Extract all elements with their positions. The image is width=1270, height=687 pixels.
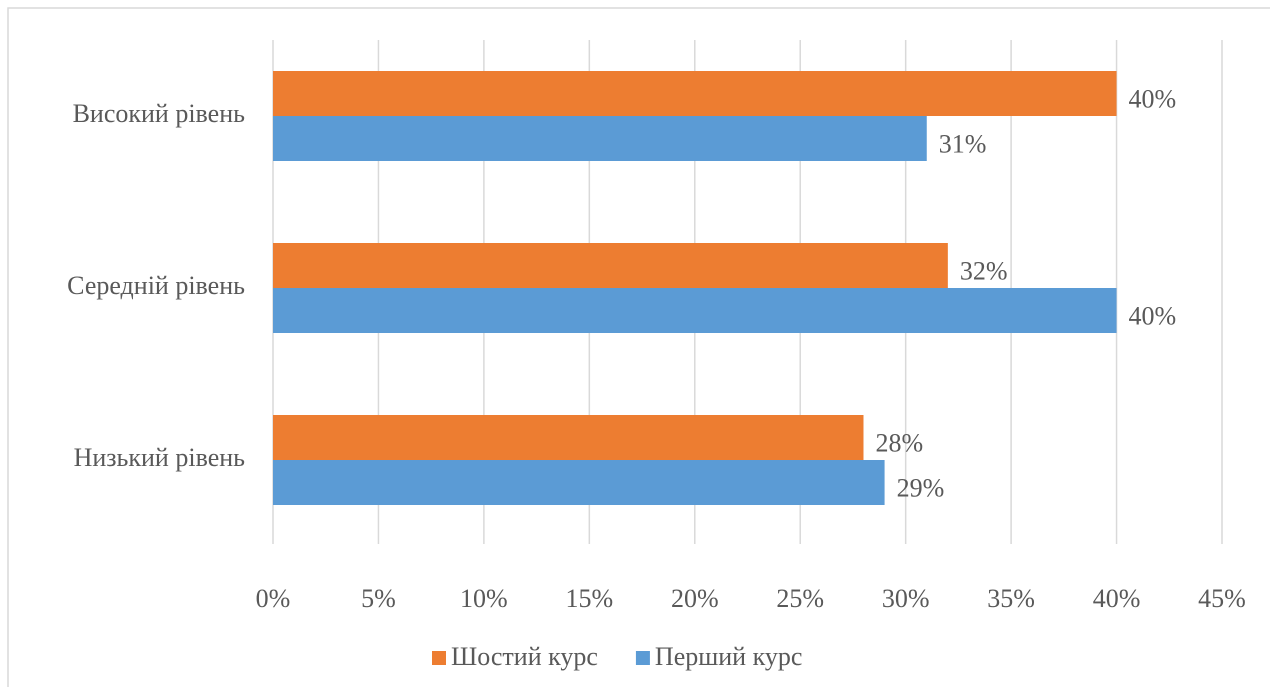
value-label: 31% [939,129,987,158]
legend-swatch [432,651,446,665]
y-tick-label: Низький рівень [74,443,246,472]
bar [273,116,927,161]
x-tick-label: 30% [882,584,930,613]
bar [273,71,1117,116]
value-label: 40% [1129,301,1177,330]
x-tick-label: 20% [671,584,719,613]
x-tick-label: 45% [1198,584,1246,613]
bar [273,288,1117,333]
legend-label: Шостий курс [451,642,598,671]
value-label: 32% [960,256,1008,285]
value-label: 40% [1129,84,1177,113]
legend-label: Перший курс [655,642,802,671]
x-tick-label: 10% [460,584,508,613]
y-tick-label: Високий рівень [73,99,246,128]
bar [273,460,885,505]
y-tick-label: Середній рівень [67,271,245,300]
x-tick-label: 5% [361,584,396,613]
x-tick-label: 15% [565,584,613,613]
legend-swatch [635,651,650,665]
x-tick-label: 0% [256,584,291,613]
x-tick-label: 35% [987,584,1035,613]
x-tick-label: 40% [1093,584,1141,613]
value-label: 28% [875,428,923,457]
x-tick-label: 25% [776,584,824,613]
bar [273,243,948,288]
bar [273,415,864,460]
value-label: 29% [897,473,945,502]
